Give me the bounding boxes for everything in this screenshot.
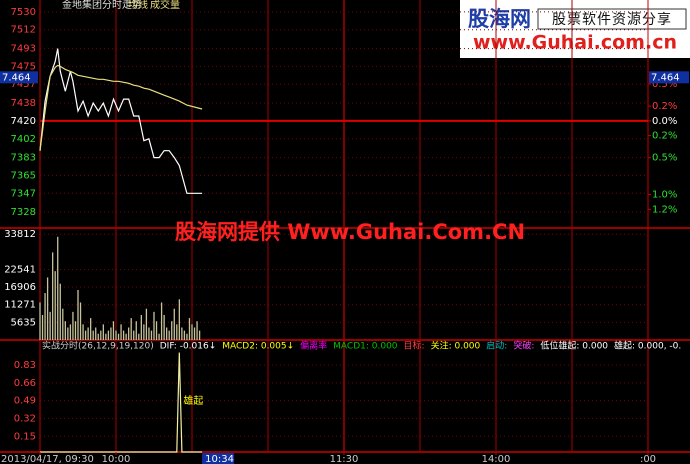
y-tick-label: 22541 <box>4 264 36 275</box>
y2-tick-label: 0.0% <box>652 116 677 127</box>
y-tick-label: 7457 <box>11 79 36 90</box>
annotation: 雄起 <box>183 394 203 407</box>
y-tick-label: 7420 <box>11 116 36 127</box>
y-tick-label: 0.66 <box>14 378 36 389</box>
y-tick-label: 0.32 <box>14 413 36 424</box>
logo-name: 股海网 <box>468 7 531 31</box>
cursor-label: 10:34 <box>205 454 234 464</box>
y-tick-label: 7493 <box>11 44 36 55</box>
legend-entry: 偏离率 <box>300 340 327 352</box>
series-line <box>39 48 203 194</box>
y-tick-label: 0.15 <box>14 431 36 442</box>
x-tick-label: :00 <box>640 454 656 464</box>
y-tick-label: 0.49 <box>14 396 36 407</box>
legend-entry: 关注: 0.000 <box>431 340 481 352</box>
y-tick-label: 7328 <box>11 207 36 218</box>
legend-entry: 雄起: 0.000, -0. <box>614 340 681 352</box>
series-line <box>40 352 203 453</box>
volume-title: 成交量 <box>150 0 180 11</box>
legend-entry: 启动: <box>486 340 507 352</box>
cursor-box <box>0 71 38 84</box>
legend-entry: MACD2: 0.005↓ <box>222 342 294 352</box>
y2-tick-label: 0.5% <box>652 79 677 90</box>
y-tick-label: 7365 <box>11 170 36 181</box>
legend-entry: DIF: -0.016↓ <box>160 342 217 352</box>
cursor-box <box>649 71 689 84</box>
cursor-label: 7.464 <box>2 72 31 83</box>
legend-entry: MACD1: 0.000 <box>333 342 398 352</box>
x-tick-label: 11:30 <box>330 454 359 464</box>
logo-url: www.Guhai.com.cn <box>473 32 677 54</box>
y-tick-label: 7475 <box>11 61 36 72</box>
y-tick-label: 16906 <box>4 282 36 293</box>
x-tick-label: 14:00 <box>482 454 511 464</box>
cursor-label: 7.464 <box>651 72 680 83</box>
y2-tick-label: 0.2% <box>652 101 677 112</box>
y-tick-label: 7383 <box>11 153 36 164</box>
cursor-box <box>202 453 235 464</box>
y-tick-label: 0.83 <box>14 360 36 371</box>
y2-tick-label: 1.2% <box>652 204 677 215</box>
y-tick-label: 11271 <box>4 300 36 311</box>
y-tick-label: 7438 <box>11 98 36 109</box>
chart-title: 金地集团分时走势 <box>62 0 142 11</box>
legend-entry: 低位雄起: 0.000 <box>540 340 608 352</box>
x-tick-label: 2013/04/17, 09:30 <box>1 454 94 464</box>
y-tick-label: 7347 <box>11 188 36 199</box>
legend-entry: 目标: <box>404 340 425 352</box>
y2-tick-label: 0.5% <box>652 153 677 164</box>
y-tick-label: 7512 <box>11 25 36 36</box>
y-tick-label: 7530 <box>11 7 36 18</box>
x-tick-label: 10:00 <box>102 454 131 464</box>
y-tick-label: 7402 <box>11 134 36 145</box>
y-tick-label: 33812 <box>4 229 36 240</box>
y2-tick-label: 0.2% <box>652 131 677 142</box>
y2-tick-label: 1.0% <box>652 190 677 201</box>
legend-entry: 实战分时(26,12,9,19,120) <box>42 340 154 352</box>
legend-entry: 均线 <box>128 0 148 11</box>
watermark: 股海网提供 Www.Guhai.Com.CN <box>175 220 525 244</box>
slogan-box <box>537 8 687 30</box>
logo-slogan: 股票软件资源分享 <box>552 11 672 28</box>
legend-entry: 突破: <box>513 340 534 352</box>
y-tick-label: 5635 <box>11 317 36 328</box>
series-line <box>39 64 203 151</box>
